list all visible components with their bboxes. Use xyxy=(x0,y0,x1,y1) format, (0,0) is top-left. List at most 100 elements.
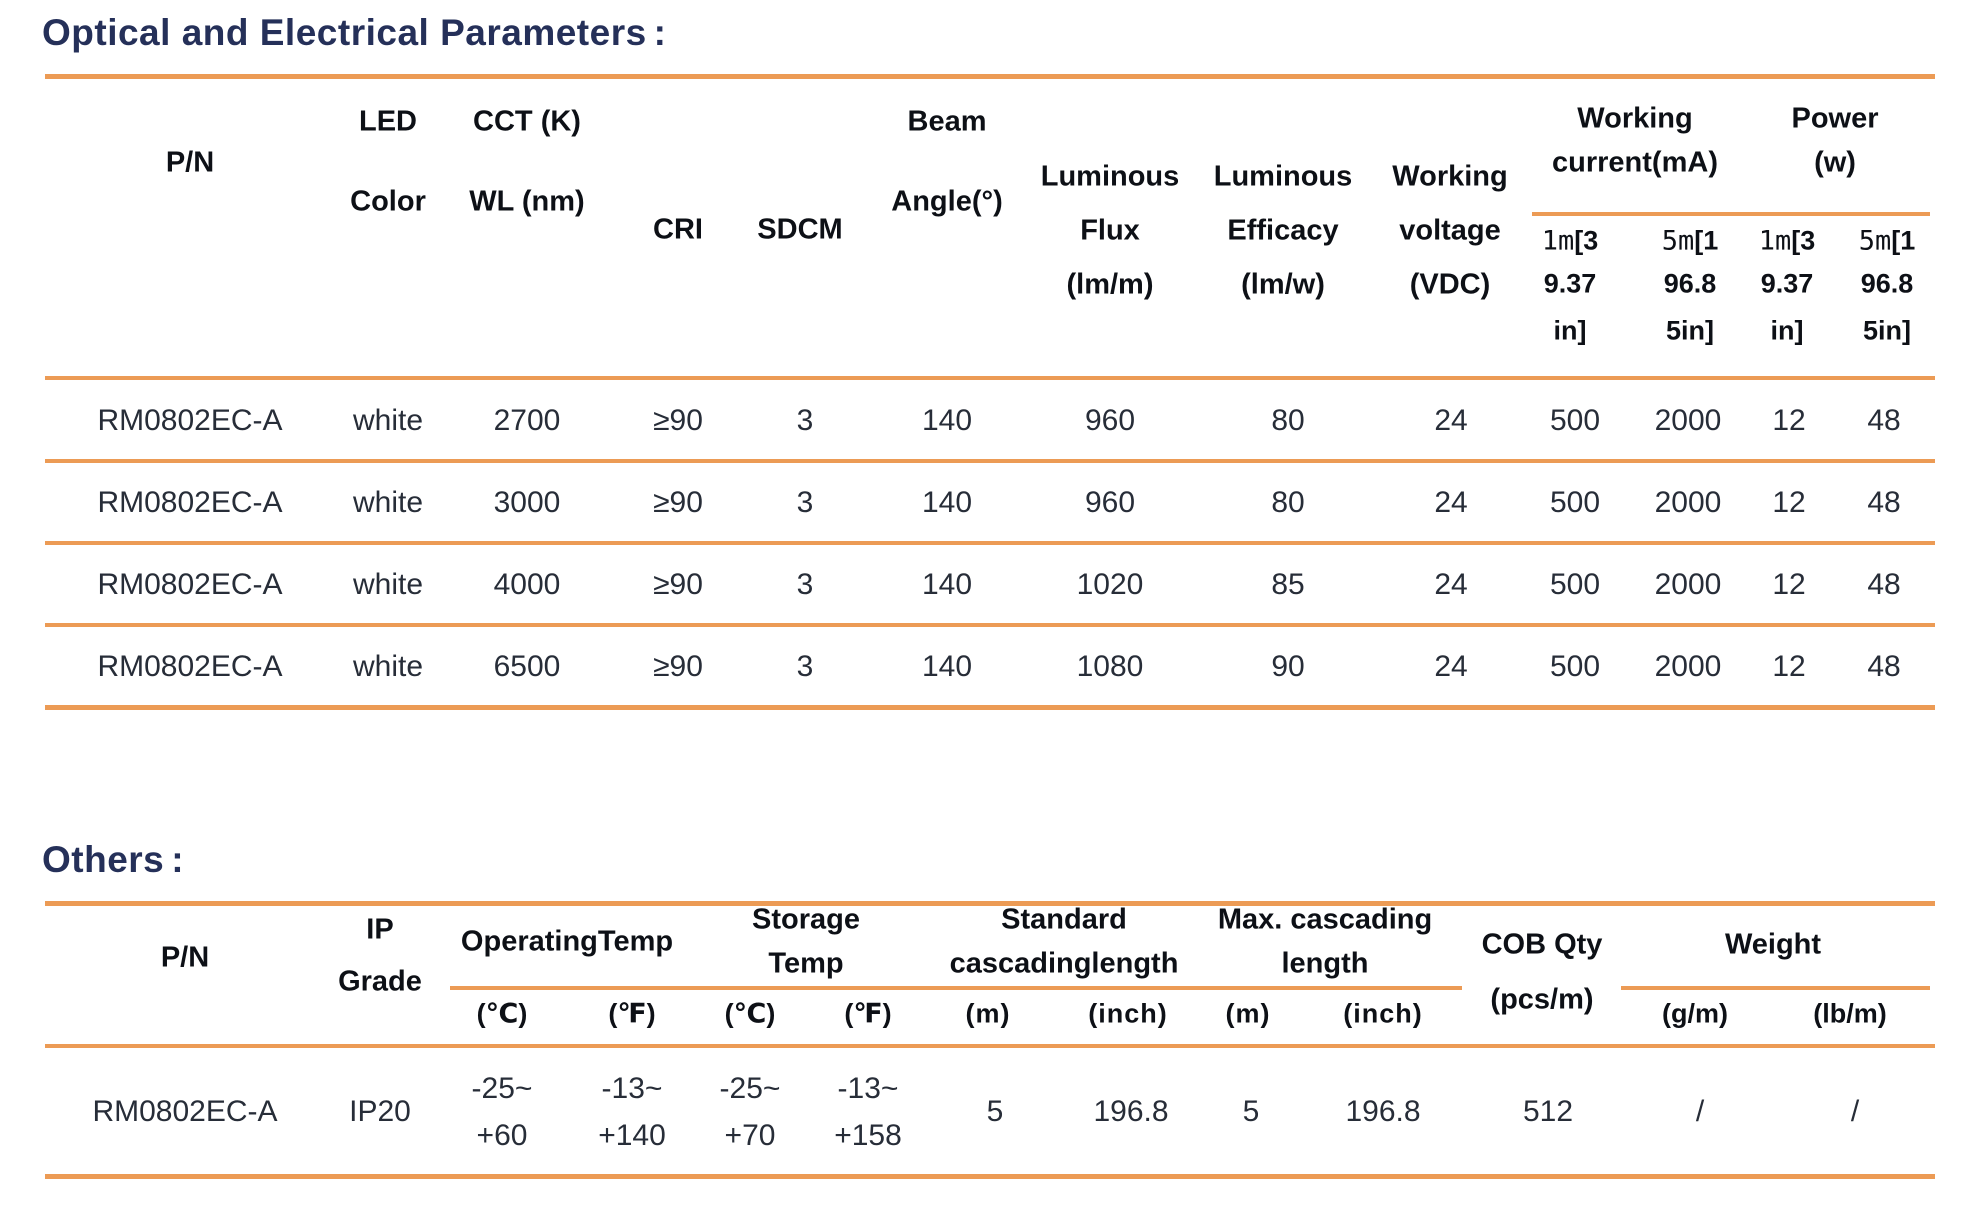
section2-title: Others: xyxy=(42,839,184,881)
t1-r1-power1: 12 xyxy=(1772,404,1806,437)
t1-r3-pn: RM0802EC-A xyxy=(97,568,283,601)
t2-header-pn: P/N xyxy=(160,941,210,974)
t1-r2-power1: 12 xyxy=(1772,486,1806,519)
t1-r4-flux: 1080 xyxy=(1076,650,1144,683)
t2-row-std-inch: 196.8 xyxy=(1093,1095,1169,1128)
t1-subheader-current-5m-prefix: 5m xyxy=(1661,225,1695,257)
t1-r2-current1: 500 xyxy=(1549,486,1601,519)
t2-group-underline-left xyxy=(450,986,1462,990)
t1-subheader-current-5m-line1: 5m[1 xyxy=(1662,226,1719,257)
t1-header-sdcm: SDCM xyxy=(757,213,843,246)
t1-r1-efficacy: 80 xyxy=(1271,404,1305,437)
t1-r4-voltage: 24 xyxy=(1434,650,1468,683)
t1-header-current-group-line2: current(mA) xyxy=(1552,146,1718,179)
t1-header-current-group-line1: Working xyxy=(1577,102,1693,135)
t1-subheader-current-1m-line2: 9.37 xyxy=(1543,268,1597,299)
t1-r3-beam: 140 xyxy=(921,568,973,601)
t1-header-led-line2: Color xyxy=(350,185,426,218)
t1-header-cri: CRI xyxy=(653,213,703,246)
t1-header-beam-line2: Angle(°) xyxy=(891,185,1003,218)
t1-r3-voltage: 24 xyxy=(1434,568,1468,601)
t1-r4-efficacy: 90 xyxy=(1271,650,1305,683)
t1-subheader-power-1m-line2: 9.37 xyxy=(1760,268,1814,299)
section1-title-text: Optical and Electrical Parameters xyxy=(42,12,647,53)
t1-subheader-current-1m-prefix: 1m xyxy=(1541,225,1575,257)
t1-header-efficacy-line1: Luminous xyxy=(1213,160,1353,193)
t2-row-opf-line2: +140 xyxy=(598,1119,666,1152)
t1-row-divider-3 xyxy=(45,623,1935,627)
t2-unit-max-m: (m) xyxy=(1225,998,1271,1029)
t2-row-ip: IP20 xyxy=(349,1095,411,1128)
t1-subheader-current-5m-rest: [1 xyxy=(1694,225,1719,256)
t1-top-rule xyxy=(45,74,1935,79)
t1-group-underline xyxy=(1532,212,1930,216)
t1-r2-beam: 140 xyxy=(921,486,973,519)
t2-row-std-m: 5 xyxy=(986,1095,1004,1128)
t1-bottom-rule xyxy=(45,705,1935,710)
t1-subheader-current-1m-rest: [3 xyxy=(1574,225,1599,256)
t2-header-ip-line1: IP xyxy=(366,913,394,946)
t2-row-stf-line1: -13~ xyxy=(837,1072,899,1105)
t1-header-flux-line3: (lm/m) xyxy=(1066,268,1154,301)
t1-r2-pn: RM0802EC-A xyxy=(97,486,283,519)
section1-title: Optical and Electrical Parameters: xyxy=(42,12,667,54)
t1-r1-pn: RM0802EC-A xyxy=(97,404,283,437)
t1-r1-voltage: 24 xyxy=(1434,404,1468,437)
t1-r2-voltage: 24 xyxy=(1434,486,1468,519)
t1-header-pn: P/N xyxy=(165,146,215,179)
t2-unit-storage-f: (℉) xyxy=(844,998,892,1029)
t1-header-beam-line1: Beam xyxy=(907,105,987,138)
t1-header-voltage-line2: voltage xyxy=(1399,214,1501,247)
t1-r3-current2: 2000 xyxy=(1654,568,1722,601)
t2-header-cob-line2: (pcs/m) xyxy=(1490,983,1594,1016)
t1-r4-beam: 140 xyxy=(921,650,973,683)
section1-title-colon: : xyxy=(653,12,667,53)
t2-header-standard-line2: cascadinglength xyxy=(949,947,1179,980)
section2-title-text: Others xyxy=(42,839,165,880)
t1-r2-power2: 48 xyxy=(1867,486,1901,519)
t1-r1-current1: 500 xyxy=(1549,404,1601,437)
t2-group-underline-weight xyxy=(1621,986,1930,990)
t1-header-cct-line1: CCT (K) xyxy=(473,105,581,138)
t1-r1-cct: 2700 xyxy=(493,404,561,437)
t2-header-storage-line2: Temp xyxy=(768,947,844,980)
t1-r1-beam: 140 xyxy=(921,404,973,437)
t1-r3-power2: 48 xyxy=(1867,568,1901,601)
t1-r3-efficacy: 85 xyxy=(1271,568,1305,601)
t2-row-stf-line2: +158 xyxy=(834,1119,902,1152)
t1-header-power-group-line2: (w) xyxy=(1814,146,1856,179)
t1-r1-current2: 2000 xyxy=(1654,404,1722,437)
t2-row-opf-line1: -13~ xyxy=(601,1072,663,1105)
section2-title-colon: : xyxy=(171,839,185,880)
t2-row-stc-line1: -25~ xyxy=(719,1072,781,1105)
t2-unit-storage-c: (℃) xyxy=(724,998,776,1029)
t2-header-operating-temp: OperatingTemp xyxy=(460,925,674,958)
t1-r4-cct: 6500 xyxy=(493,650,561,683)
t2-row-opc-line1: -25~ xyxy=(471,1072,533,1105)
t2-header-max-line2: length xyxy=(1281,947,1369,980)
t2-unit-weight-gm: (g/m) xyxy=(1662,998,1728,1029)
t1-r2-current2: 2000 xyxy=(1654,486,1722,519)
t2-row-max-inch: 196.8 xyxy=(1345,1095,1421,1128)
t1-header-flux-line2: Flux xyxy=(1080,214,1140,247)
t1-r4-color: white xyxy=(352,650,424,683)
t2-row-pn: RM0802EC-A xyxy=(92,1095,278,1128)
t2-row-weight-g: / xyxy=(1695,1095,1705,1128)
t1-header-power-group-line1: Power xyxy=(1791,102,1879,135)
t1-r4-pn: RM0802EC-A xyxy=(97,650,283,683)
t1-r1-flux: 960 xyxy=(1084,404,1136,437)
t1-subheader-power-1m-rest: [3 xyxy=(1791,225,1816,256)
t1-header-led-line1: LED xyxy=(359,105,417,138)
t1-header-cct-line2: WL (nm) xyxy=(469,185,585,218)
t1-subheader-power-5m-prefix: 5m xyxy=(1858,225,1892,257)
t2-row-stc-line2: +70 xyxy=(724,1119,776,1152)
t2-bottom-rule xyxy=(45,1174,1935,1179)
t2-header-cob-line1: COB Qty xyxy=(1481,928,1603,961)
t1-r2-cri: ≥90 xyxy=(653,486,703,519)
t2-row-opc-line2: +60 xyxy=(476,1119,528,1152)
t1-r4-current2: 2000 xyxy=(1654,650,1722,683)
t2-top-rule xyxy=(45,901,1935,906)
t2-unit-operating-f: (℉) xyxy=(608,998,656,1029)
t1-r3-cct: 4000 xyxy=(493,568,561,601)
